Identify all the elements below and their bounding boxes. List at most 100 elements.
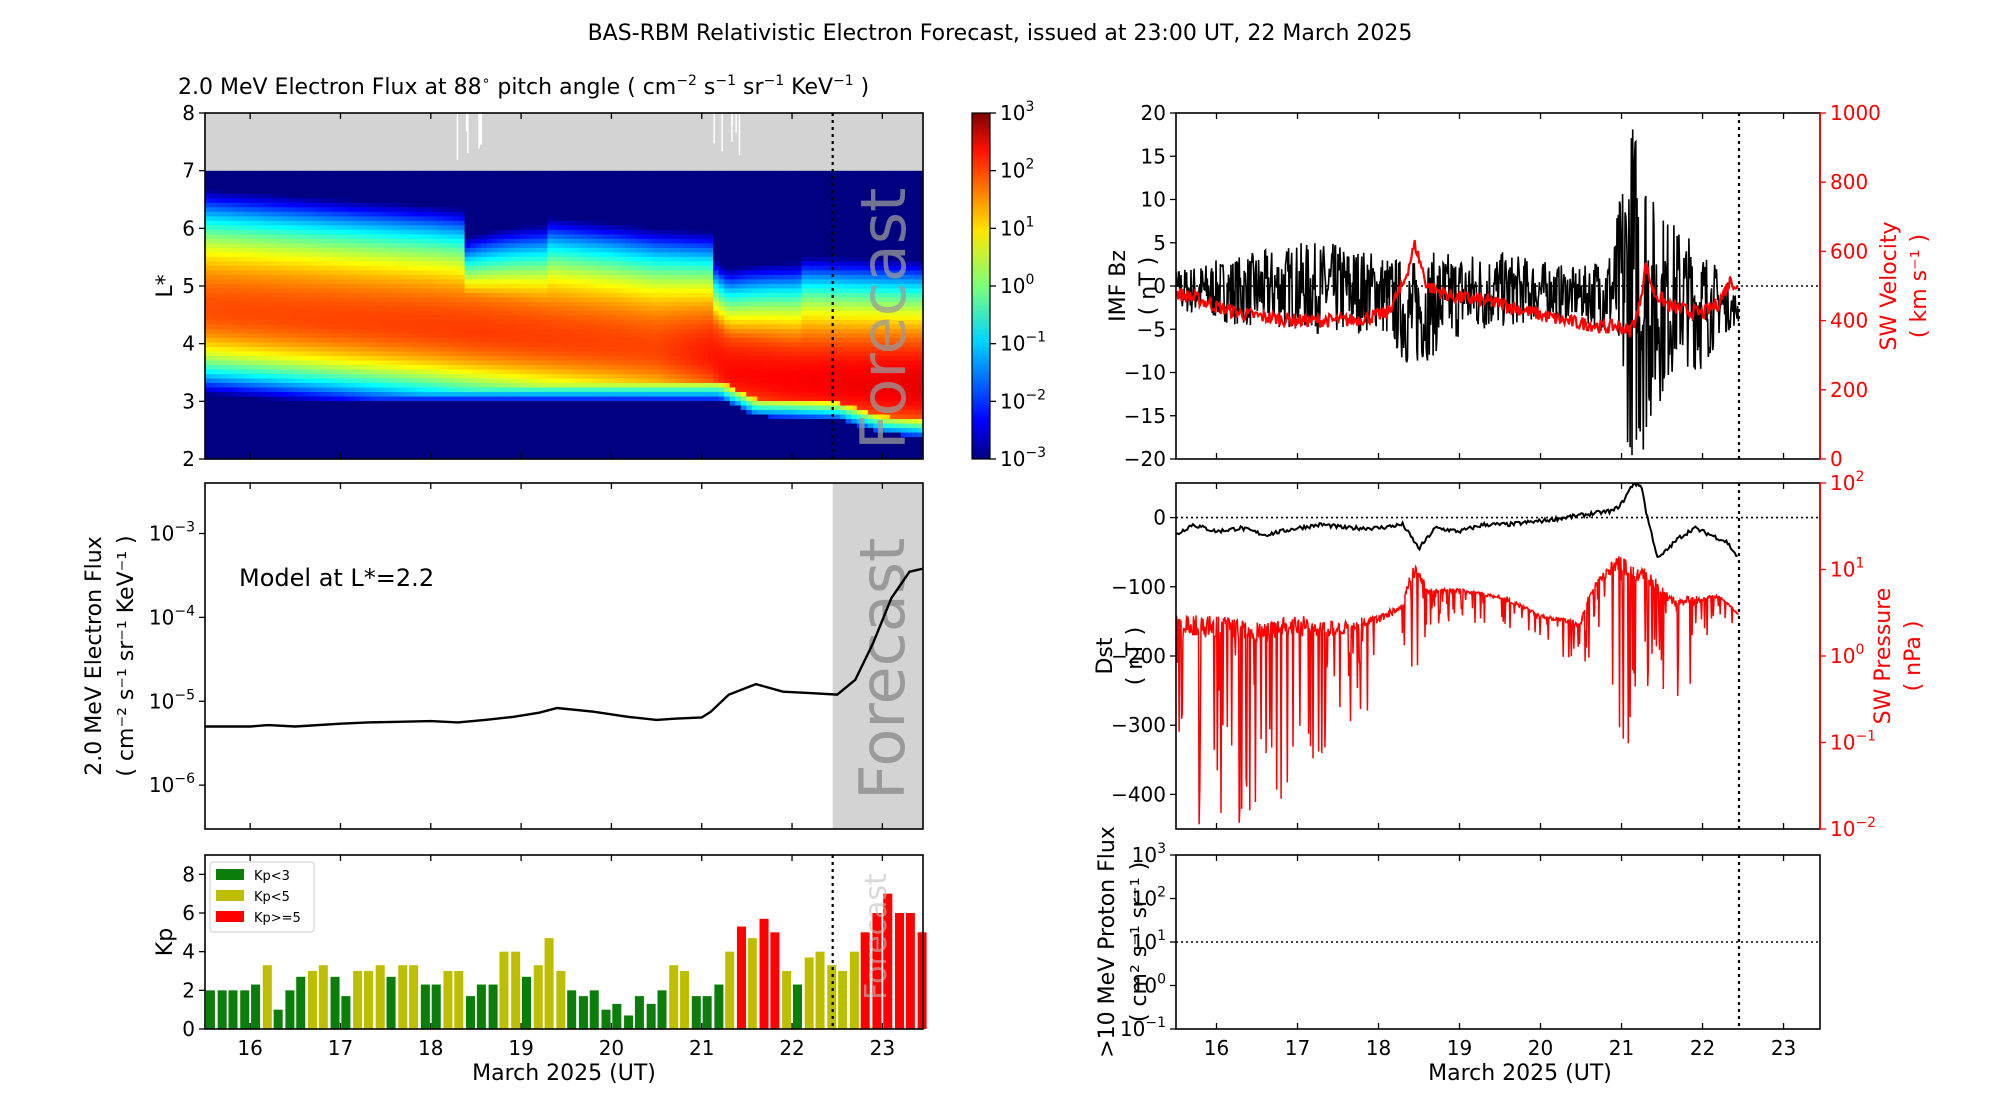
heatmap-cell	[332, 242, 339, 248]
heatmap-cell	[309, 413, 317, 420]
heatmap-cell	[475, 301, 482, 307]
heatmap-cell	[613, 409, 620, 415]
heatmap-cell	[221, 170, 228, 176]
heatmap-cell	[348, 296, 355, 302]
heatmap-cell	[260, 400, 267, 406]
heatmap-cell	[552, 251, 560, 257]
heatmap-cell	[293, 328, 300, 334]
heatmap-cell	[503, 278, 510, 284]
heatmap-cell	[525, 256, 532, 262]
heatmap-cell	[216, 400, 223, 406]
heatmap-cell	[525, 247, 532, 253]
heatmap-cell	[392, 400, 399, 406]
heatmap-cell	[436, 391, 444, 397]
heatmap-cell	[221, 386, 228, 393]
heatmap-cell	[359, 328, 366, 334]
heatmap-cell	[597, 386, 604, 393]
heatmap-cell	[530, 355, 537, 361]
heatmap-cell	[365, 431, 372, 438]
heatmap-cell	[326, 377, 333, 384]
heatmap-cell	[514, 323, 521, 329]
heatmap-cell	[304, 314, 311, 320]
heatmap-cell	[216, 319, 223, 325]
heatmap-cell	[298, 247, 306, 253]
heatmap-cell	[558, 215, 565, 221]
heatmap-cell	[486, 328, 493, 334]
heatmap-cell	[453, 346, 460, 352]
heatmap-cell	[530, 224, 537, 230]
heatmap-cell	[602, 287, 609, 293]
heatmap-cell	[282, 215, 289, 221]
heatmap-cell	[249, 409, 256, 415]
heatmap-cell	[304, 175, 311, 181]
heatmap-cell	[304, 323, 311, 329]
heatmap-cell	[619, 341, 626, 347]
heatmap-cell	[265, 454, 272, 459]
heatmap-cell	[464, 206, 471, 212]
heatmap-cell	[354, 427, 361, 433]
heatmap-cell	[602, 440, 609, 447]
heatmap-cell	[558, 238, 565, 244]
heatmap-cell	[541, 301, 549, 307]
heatmap-cell	[486, 305, 493, 311]
heatmap-cell	[205, 341, 212, 347]
heatmap-cell	[619, 301, 626, 307]
heatmap-cell	[541, 224, 549, 230]
heatmap-cell	[320, 314, 328, 320]
heatmap-cell	[392, 188, 399, 194]
heatmap-cell	[376, 310, 383, 316]
heatmap-cell	[249, 278, 256, 284]
heatmap-cell	[398, 265, 405, 271]
heatmap-cell	[619, 224, 626, 230]
heatmap-cell	[320, 175, 328, 181]
heatmap-cell	[442, 431, 449, 438]
heatmap-cell	[453, 359, 460, 365]
heatmap-cell	[497, 224, 504, 230]
heatmap-cell	[260, 220, 267, 226]
heatmap-cell	[569, 337, 576, 343]
heatmap-cell	[431, 269, 438, 275]
heatmap-cell	[216, 395, 223, 402]
heatmap-cell	[497, 278, 504, 284]
heatmap-cell	[420, 233, 427, 239]
heatmap-cell	[420, 256, 427, 262]
heatmap-cell	[343, 175, 350, 181]
heatmap-cell	[304, 287, 311, 293]
heatmap-cell	[376, 287, 383, 293]
heatmap-cell	[227, 422, 234, 429]
heatmap-cell	[381, 283, 388, 289]
heatmap-cell	[343, 202, 350, 208]
heatmap-cell	[398, 449, 405, 456]
heatmap-cell	[254, 278, 261, 284]
heatmap-cell	[442, 454, 449, 459]
heatmap-cell	[564, 431, 571, 438]
heatmap-cell	[326, 409, 333, 415]
heatmap-cell	[265, 368, 272, 375]
heatmap-cell	[442, 413, 449, 420]
heatmap-cell	[586, 224, 593, 230]
heatmap-cell	[530, 359, 537, 365]
heatmap-cell	[580, 391, 587, 397]
heatmap-cell	[332, 274, 339, 280]
heatmap-cell	[381, 395, 388, 402]
heatmap-cell	[414, 400, 421, 406]
heatmap-cell	[492, 265, 499, 271]
heatmap-cell	[519, 269, 526, 275]
heatmap-cell	[243, 427, 250, 433]
heatmap-cell	[298, 323, 306, 329]
heatmap-cell	[519, 413, 526, 420]
heatmap-cell	[309, 431, 317, 438]
heatmap-cell	[409, 292, 416, 298]
heatmap-cell	[425, 242, 433, 248]
heatmap-cell	[398, 188, 405, 194]
heatmap-cell	[547, 440, 554, 447]
heatmap-cell	[541, 256, 549, 262]
heatmap-cell	[575, 184, 582, 190]
heatmap-cell	[508, 193, 515, 199]
heatmap-cell	[227, 445, 234, 451]
heatmap-cell	[243, 314, 250, 320]
heatmap-cell	[381, 301, 388, 307]
heatmap-cell	[431, 256, 438, 262]
heatmap-cell	[216, 314, 223, 320]
heatmap-cell	[227, 449, 234, 456]
